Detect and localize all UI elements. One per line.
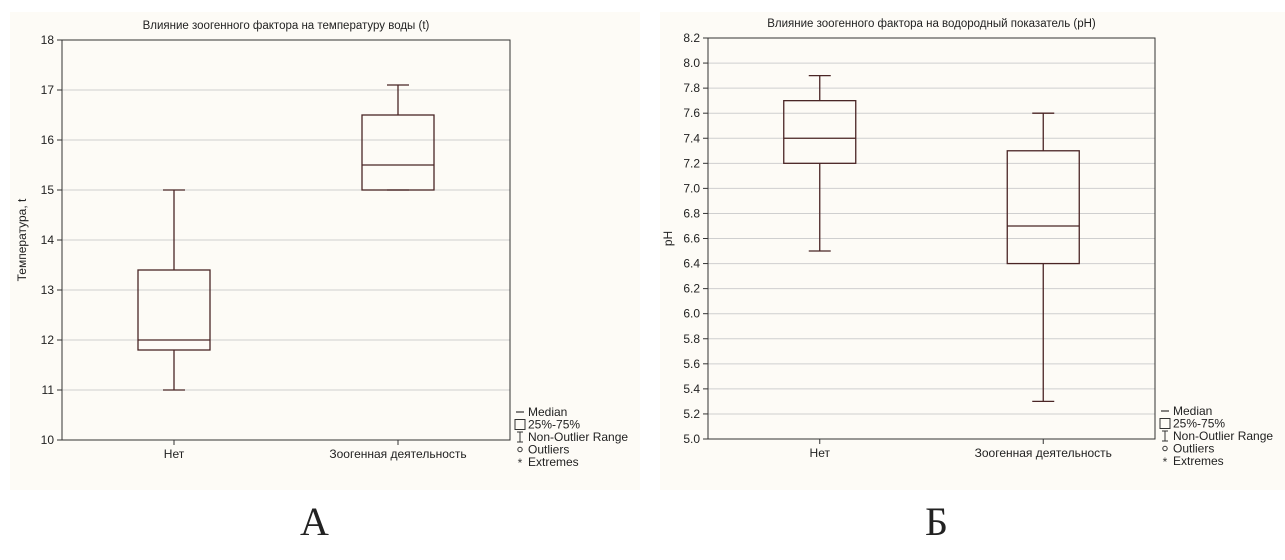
chart-a-ytick-label: 11 <box>42 383 55 397</box>
legend-extreme-symbol: * <box>518 456 523 470</box>
legend-item-label: Extremes <box>528 455 579 469</box>
chart-a-ytick-label: 10 <box>41 433 55 447</box>
legend-item-label: 25%-75% <box>528 418 580 432</box>
chart-b-ytick-label: 5.8 <box>683 332 700 346</box>
panel-label-b: Б <box>925 499 948 544</box>
chart-b-ytick-label: 7.4 <box>683 131 700 145</box>
legend-outlier-symbol <box>517 446 523 453</box>
box-iqr <box>361 114 435 191</box>
legend-item-label: Non-Outlier Range <box>1173 429 1273 443</box>
chart-b-ytick-label: 6.2 <box>683 282 700 296</box>
chart-b-ytick-label: 5.6 <box>683 357 700 371</box>
chart-b-ytick-label: 7.0 <box>683 181 700 195</box>
legend-item-label: 25%-75% <box>1173 417 1225 431</box>
chart-b-ytick-label: 5.4 <box>683 382 700 396</box>
legend-item-label: Median <box>1173 404 1212 418</box>
chart-b-background <box>660 12 1285 490</box>
box-iqr <box>137 269 211 351</box>
chart-b-ytick-label: 5.0 <box>683 432 700 446</box>
legend-box-symbol <box>1159 418 1171 429</box>
chart-a-ytick-label: 14 <box>41 233 55 247</box>
chart-a-ytick-label: 15 <box>41 183 55 197</box>
chart-b-ytick-label: 7.2 <box>683 156 700 170</box>
chart-a-box-1 <box>137 189 211 391</box>
chart-a-ytick-label: 16 <box>41 133 55 147</box>
chart-b-group: 5.0 5.2 5.4 5.6 5.8 6.0 6.2 6.4 6.6 6.8 7.0 7.2 7.4 7… <box>661 18 1273 469</box>
chart-a-group: 10 11 12 13 14 15 16 17 18 Влияние зоогенного фак… <box>15 20 628 470</box>
chart-b-ytick-label: 6.6 <box>683 232 700 246</box>
chart-a-xtick-label: Зоогенная деятельность <box>329 447 466 461</box>
chart-b-xtick-label: Зоогенная деятельность <box>975 446 1112 460</box>
box-iqr <box>783 100 857 164</box>
legend-item-label: Outliers <box>1173 442 1214 456</box>
box-iqr <box>1006 150 1080 265</box>
chart-a-ylabel: Температура, t <box>15 198 29 281</box>
chart-b-ytick-label: 7.6 <box>683 106 700 120</box>
legend-box-symbol <box>514 419 526 430</box>
chart-a-plot-frame <box>61 39 511 441</box>
chart-b-ytick-label: 6.4 <box>683 257 700 271</box>
chart-b-ytick-label: 6.0 <box>683 307 700 321</box>
chart-b-box-2 <box>1006 112 1080 403</box>
chart-a-title: Влияние зоогенного фактора на температур… <box>143 20 430 32</box>
legend-item-label: Extremes <box>1173 454 1224 468</box>
legend-item-label: Median <box>528 405 567 419</box>
chart-b-ytick-label: 5.2 <box>683 407 700 421</box>
chart-b-ytick-label: 8.2 <box>683 31 700 45</box>
chart-b-plot-frame <box>707 37 1156 440</box>
legend-item-label: Non-Outlier Range <box>528 430 628 444</box>
chart-b-ytick-label: 7.8 <box>683 81 700 95</box>
chart-a-ytick-label: 17 <box>41 83 55 97</box>
chart-a-ytick-label: 18 <box>41 33 55 47</box>
chart-a-ytick-label: 12 <box>41 333 55 347</box>
chart-b-ytick-label: 8.0 <box>683 56 700 70</box>
legend-outlier-symbol <box>1162 445 1168 452</box>
chart-b-ylabel: pH <box>661 231 675 246</box>
chart-b-ytick-label: 6.8 <box>683 206 700 220</box>
panel-label-a: А <box>300 499 329 544</box>
legend-extreme-symbol: * <box>1163 455 1168 469</box>
chart-a-background <box>10 12 640 490</box>
chart-a-ytick-label: 13 <box>41 283 55 297</box>
chart-b-box-1 <box>783 74 857 252</box>
chart-a-xtick-label: Нет <box>164 447 185 461</box>
chart-b-title: Влияние зоогенного фактора на водородный… <box>767 18 1096 30</box>
chart-b-xtick-label: Нет <box>810 446 831 460</box>
chart-a-box-2 <box>361 84 435 191</box>
legend-item-label: Outliers <box>528 443 569 457</box>
